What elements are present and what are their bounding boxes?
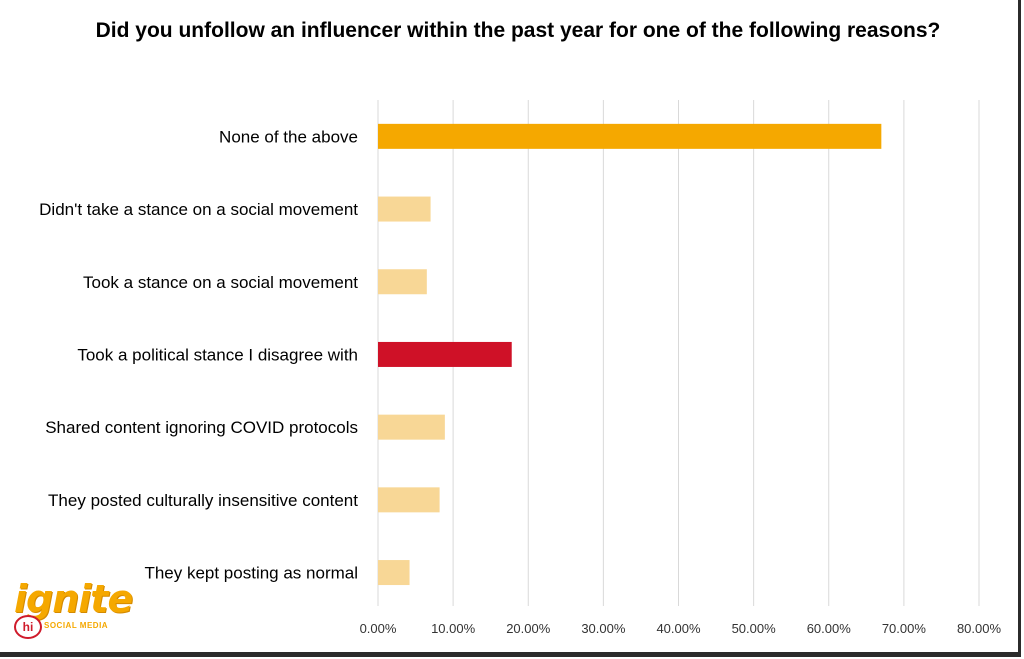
ignite-logo: ignite hi SOCIAL MEDIA (14, 579, 133, 639)
bar (378, 487, 440, 513)
bar (378, 341, 512, 367)
x-tick-label: 20.00% (506, 621, 551, 636)
category-label: Took a stance on a social movement (83, 273, 358, 292)
x-tick-labels: 0.00% 10.00% 20.00% 30.00% 40.00% 50.00% 60.00… (360, 621, 1002, 636)
gridlines (377, 100, 980, 606)
bar (378, 414, 445, 440)
category-label: None of the above (219, 127, 358, 146)
category-labels: None of the above Didn't take a stance on… (39, 127, 358, 582)
x-tick-label: 80.00% (957, 621, 1002, 636)
x-tick-label: 70.00% (882, 621, 927, 636)
bars (378, 123, 882, 586)
logo-hi-badge: hi (14, 615, 42, 639)
x-tick-label: 0.00% (360, 621, 397, 636)
x-tick-label: 40.00% (656, 621, 701, 636)
category-label: They posted culturally insensitive conte… (48, 491, 358, 510)
chart-title: Did you unfollow an influencer within th… (95, 19, 941, 42)
logo-subtitle: SOCIAL MEDIA (44, 621, 109, 630)
category-label: They kept posting as normal (144, 564, 358, 583)
bar (378, 560, 410, 586)
bar (378, 196, 431, 222)
bar (378, 123, 882, 149)
category-label: Didn't take a stance on a social movemen… (39, 200, 358, 219)
logo-wordmark: ignite (14, 577, 133, 621)
category-label: Shared content ignoring COVID protocols (45, 418, 358, 437)
x-tick-label: 50.00% (732, 621, 777, 636)
bar (378, 269, 427, 295)
category-label: Took a political stance I disagree with (77, 345, 358, 364)
x-tick-label: 60.00% (807, 621, 852, 636)
x-tick-label: 10.00% (431, 621, 476, 636)
x-tick-label: 30.00% (581, 621, 626, 636)
